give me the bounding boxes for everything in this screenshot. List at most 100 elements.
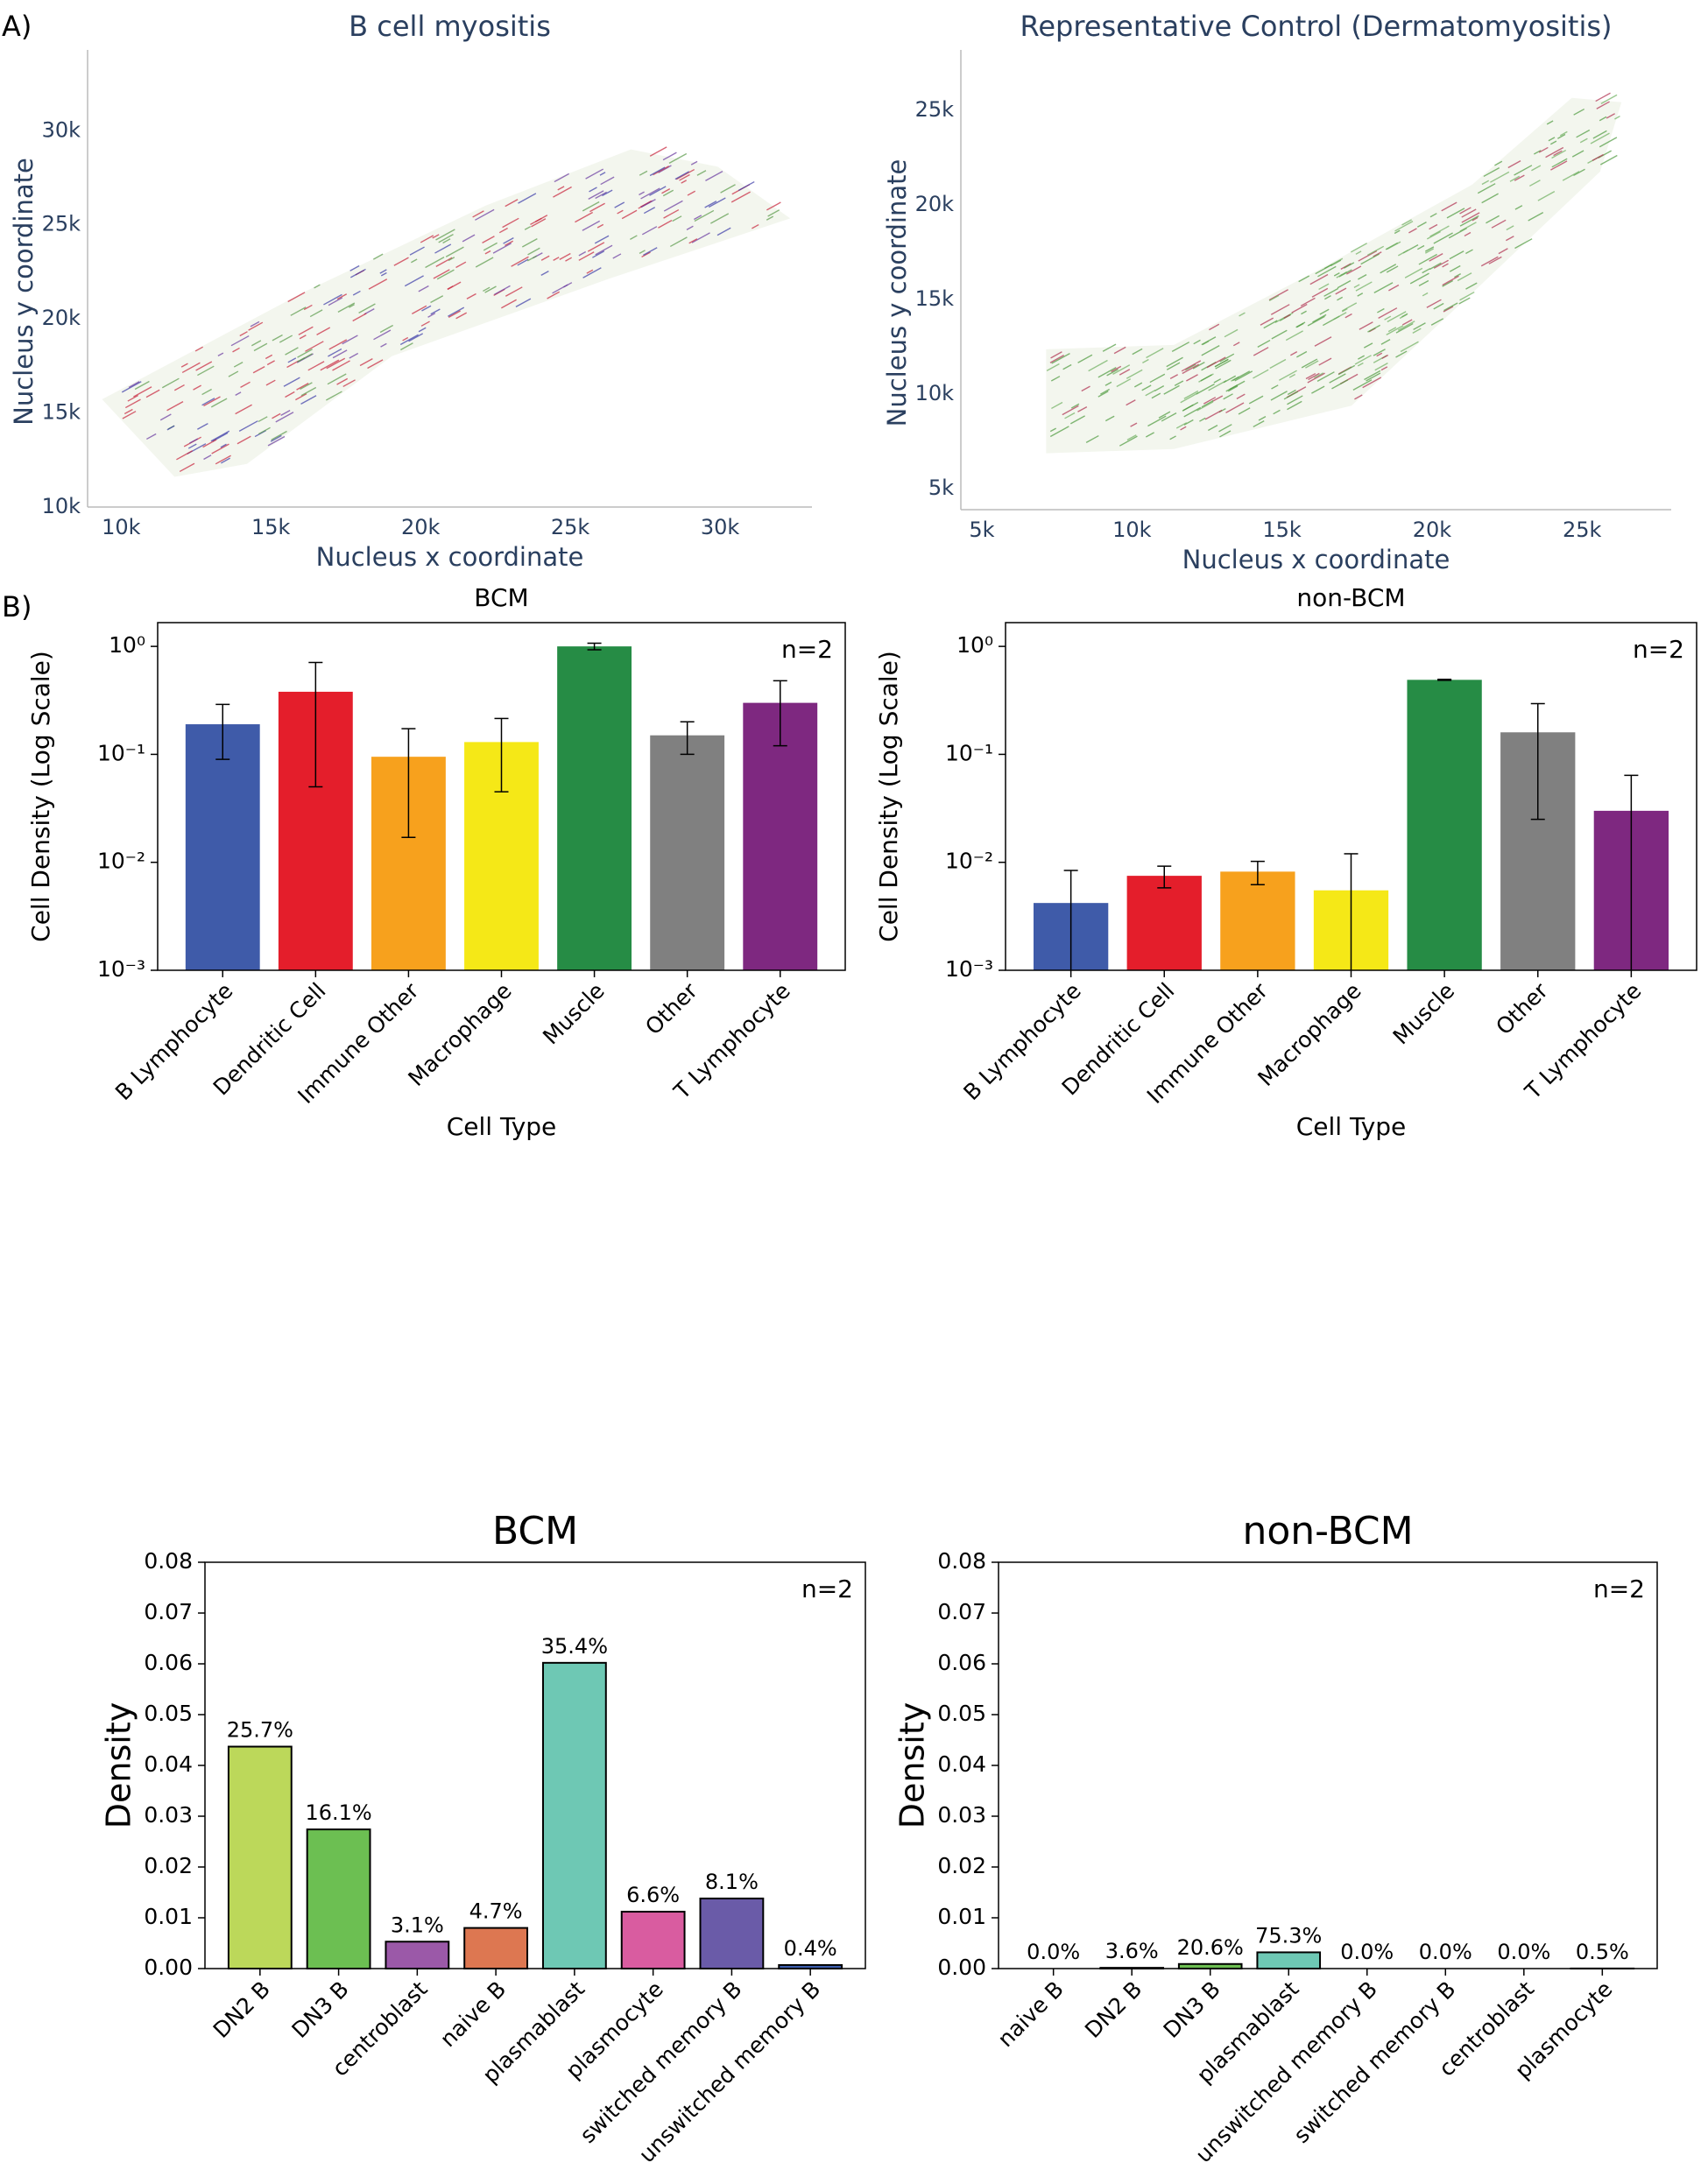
- tissue-texture: [662, 189, 674, 197]
- tissue-texture: [534, 217, 542, 222]
- tissue-texture: [1279, 370, 1297, 381]
- tissue-texture: [1449, 250, 1465, 260]
- tissue-texture: [1429, 225, 1450, 237]
- tissue-texture: [1046, 363, 1060, 371]
- y-axis-label: Cell Density (Log Scale): [26, 651, 55, 942]
- x-tick-label: naive B: [435, 1976, 512, 2053]
- tissue-texture: [643, 207, 656, 215]
- tissue-texture: [557, 186, 565, 191]
- tissue-texture: [1465, 282, 1478, 290]
- annotation: n=2: [801, 1575, 853, 1603]
- tissue-texture: [1376, 352, 1383, 357]
- tissue-texture: [1102, 343, 1117, 352]
- tissue-texture: [1126, 369, 1143, 379]
- tissue-texture: [1399, 314, 1408, 320]
- tissue-texture: [582, 220, 601, 231]
- bar-label: 20.6%: [1177, 1935, 1244, 1960]
- tissue-texture: [445, 246, 464, 257]
- tissue-texture: [1311, 287, 1329, 298]
- tissue-texture: [124, 408, 133, 415]
- tissue-texture: [1388, 284, 1400, 292]
- tissue-texture: [373, 329, 392, 341]
- tissue-texture: [1481, 180, 1490, 186]
- tissue-texture: [1268, 294, 1280, 302]
- tissue-texture: [1571, 150, 1584, 158]
- tissue-texture: [1333, 272, 1340, 277]
- y-axis-label: Cell Density (Log Scale): [874, 651, 903, 942]
- tissue-texture: [592, 250, 605, 258]
- tissue-texture: [1051, 352, 1070, 364]
- chart-title: BCM: [492, 1509, 578, 1553]
- tissue-texture: [253, 342, 268, 352]
- tissue-texture: [1367, 324, 1381, 333]
- tissue-texture: [1314, 336, 1332, 347]
- tissue-texture: [1490, 171, 1510, 183]
- tissue-texture: [1248, 395, 1264, 405]
- tissue-texture: [663, 200, 683, 212]
- y-tick-label: 5k: [928, 476, 954, 500]
- tissue-texture: [180, 363, 188, 368]
- tissue-texture: [1049, 355, 1064, 363]
- tissue-texture: [588, 190, 604, 201]
- tissue-texture: [368, 278, 388, 290]
- tissue-texture: [1546, 120, 1554, 125]
- tissue-texture: [433, 269, 450, 279]
- tissue-texture: [1426, 230, 1441, 240]
- y-tick-label: 10⁻¹: [97, 740, 145, 765]
- tissue-texture: [197, 365, 215, 377]
- tissue-texture: [1174, 380, 1184, 386]
- tissue-texture: [1477, 183, 1496, 194]
- tissue-texture: [1201, 399, 1214, 408]
- tissue-texture: [1459, 291, 1475, 301]
- tissue-texture: [1287, 395, 1303, 405]
- tissue-texture: [181, 362, 201, 374]
- tissue-texture: [1429, 262, 1442, 271]
- chart-title: BCM: [474, 583, 528, 612]
- tissue-texture: [1182, 363, 1200, 375]
- tissue-texture: [1400, 341, 1419, 353]
- tissue-texture: [328, 348, 342, 357]
- tissue-texture: [1454, 273, 1462, 278]
- tissue-texture: [705, 171, 723, 182]
- tissue-texture: [688, 238, 698, 244]
- tissue-texture: [518, 193, 537, 204]
- tissue-texture: [1394, 221, 1414, 232]
- bar: [1256, 1951, 1322, 1969]
- tissue-texture: [421, 305, 432, 312]
- tissue-texture: [1380, 366, 1388, 371]
- tissue-texture: [527, 247, 540, 256]
- y-tick-label: 0.07: [144, 1599, 193, 1624]
- tissue-texture: [1232, 370, 1251, 382]
- tissue-texture: [1203, 397, 1217, 405]
- tissue-texture: [1111, 365, 1122, 373]
- tissue-texture: [430, 308, 441, 315]
- tissue-texture: [1268, 289, 1288, 301]
- tissue-texture: [336, 293, 348, 300]
- tissue-texture: [326, 357, 346, 370]
- tissue-texture: [596, 223, 604, 229]
- bar: [185, 724, 260, 970]
- tissue-texture: [1269, 358, 1287, 370]
- tissue-texture: [505, 199, 519, 208]
- tissue-texture: [1377, 307, 1385, 314]
- tissue-texture: [1315, 264, 1333, 275]
- tissue-texture: [235, 404, 252, 415]
- tissue-texture: [668, 152, 688, 164]
- bar-label: 3.1%: [391, 1913, 444, 1937]
- tissue-texture: [1238, 407, 1251, 415]
- tissue-texture: [447, 285, 454, 290]
- x-tick-label: 5k: [969, 518, 994, 542]
- tissue-texture: [1395, 322, 1414, 334]
- x-tick-label: 15k: [1262, 518, 1302, 542]
- y-tick-label: 10⁻¹: [945, 740, 993, 765]
- y-tick-label: 0.05: [144, 1701, 193, 1726]
- tissue-texture: [1288, 373, 1296, 378]
- bar-label: 75.3%: [1255, 1923, 1322, 1948]
- tissue-texture: [1457, 272, 1472, 282]
- tissue-texture: [134, 380, 150, 391]
- tissue-texture: [658, 220, 673, 229]
- tissue-texture: [1429, 252, 1443, 262]
- tissue-texture: [187, 443, 197, 449]
- tissue-texture: [201, 388, 212, 396]
